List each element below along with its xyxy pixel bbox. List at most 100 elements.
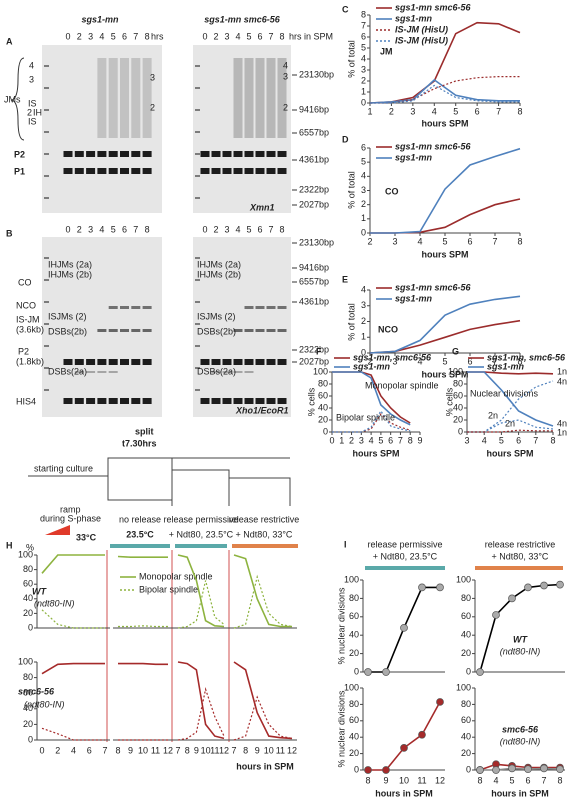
x-tick-label: 9 [383, 775, 388, 785]
lane-label: 7 [133, 224, 138, 234]
data-point [556, 765, 564, 774]
y-tick-label: 0 [323, 426, 328, 436]
gel-band [195, 257, 200, 259]
gel-band [142, 398, 152, 404]
x-tick-label: 3 [392, 236, 397, 246]
panel-label: F [316, 346, 322, 356]
gel-band [44, 279, 49, 281]
gel-band [44, 131, 49, 133]
size-marker: 23130bp [299, 69, 334, 79]
lane-label: 0 [202, 31, 207, 41]
y-tick-label: 5 [361, 157, 366, 167]
x-tick-label: 2 [389, 106, 394, 116]
y-axis-label: % of total [346, 171, 356, 209]
gel-band [97, 151, 107, 157]
gel-band [63, 168, 73, 174]
gel-band [86, 151, 96, 157]
series-line [41, 727, 105, 741]
y-tick-label: 60 [318, 390, 328, 400]
y-tick-label: 2 [361, 75, 366, 85]
side-label: P2 [14, 149, 25, 159]
gel-band [131, 359, 141, 365]
series-line [177, 580, 225, 629]
y-tick-label: 20 [349, 748, 359, 758]
y-axis-label: % [26, 542, 34, 552]
annotation: Bipolar spindle [336, 412, 395, 422]
annotation: (ndt80-IN) [34, 598, 75, 608]
y-axis-label: % cells [444, 387, 454, 416]
series-line [369, 78, 520, 104]
size-marker: 2027bp [299, 356, 329, 366]
panel-label: I [344, 539, 347, 549]
lane-label: 5 [111, 31, 116, 41]
size-marker: 6557bp [299, 276, 329, 286]
gel-band [244, 371, 254, 373]
gel-band [211, 168, 221, 174]
series-line [370, 198, 521, 234]
gel-band [74, 398, 84, 404]
y-tick-label: 60 [349, 715, 359, 725]
x-tick-label: 12 [435, 775, 445, 785]
annotation: 2n [505, 418, 515, 428]
gel-band [233, 398, 243, 404]
gel-band [142, 151, 152, 157]
gel-band [244, 306, 254, 309]
species-label: DSBs(2b) [48, 326, 87, 336]
size-marker: 4361bp [299, 154, 329, 164]
panel-label: C [342, 4, 349, 14]
gel-band [222, 151, 232, 157]
gel-band [255, 168, 265, 174]
size-marker: 9416bp [299, 262, 329, 272]
y-tick-label: 5 [361, 42, 366, 52]
gel-band [120, 306, 129, 309]
x-axis-label: hours in SPM [236, 761, 294, 771]
x-tick-label: 8 [477, 775, 482, 785]
gel-band [44, 87, 49, 89]
y-tick-label: 60 [349, 611, 359, 621]
x-tick-label: 7 [175, 745, 180, 755]
gel-band [266, 398, 276, 404]
lane-label: 7 [133, 31, 138, 41]
condition-bar [475, 566, 563, 570]
series-line [118, 662, 168, 666]
gel-band [142, 168, 152, 174]
ramp-icon [45, 525, 70, 535]
gel-band [233, 371, 243, 373]
lane-label: 8 [145, 224, 150, 234]
y-tick-label: 20 [453, 414, 463, 424]
gel-band [44, 197, 49, 199]
side-label: (3.6kb) [16, 324, 44, 334]
gel-band [244, 398, 254, 404]
y-tick-label: 80 [349, 593, 359, 603]
x-tick-label: 8 [243, 745, 248, 755]
annotation: 1n [557, 366, 567, 376]
lane-label: 6 [257, 31, 262, 41]
y-tick-label: 0 [28, 622, 33, 632]
y-tick-label: 60 [23, 579, 33, 589]
gel-band [195, 301, 200, 303]
timeline-text: split [135, 426, 154, 436]
gel-band [222, 168, 232, 174]
gel-band [255, 359, 265, 365]
panel-label: A [6, 36, 13, 46]
gel [193, 45, 291, 213]
gel-band [44, 175, 49, 177]
y-tick-label: 8 [361, 9, 366, 19]
timeline-text: release permissive [163, 514, 238, 524]
lane-label: 8 [145, 31, 150, 41]
y-tick-label: 3 [361, 64, 366, 74]
side-label: P1 [14, 166, 25, 176]
series-line [369, 295, 521, 354]
series-line [117, 555, 168, 558]
gel-band [255, 306, 265, 309]
gel-band [142, 58, 152, 138]
gel-band [200, 151, 210, 157]
x-tick-label: 5 [378, 435, 383, 445]
species-label: IS [28, 116, 37, 126]
y-tick-label: 0 [361, 227, 366, 237]
gel-band [108, 151, 118, 157]
annotation: Nuclear divisions [470, 388, 539, 398]
x-tick-label: 4 [369, 435, 374, 445]
legend-label: sgs1-mn smc6-56 [395, 282, 472, 292]
gel-band [244, 329, 254, 332]
